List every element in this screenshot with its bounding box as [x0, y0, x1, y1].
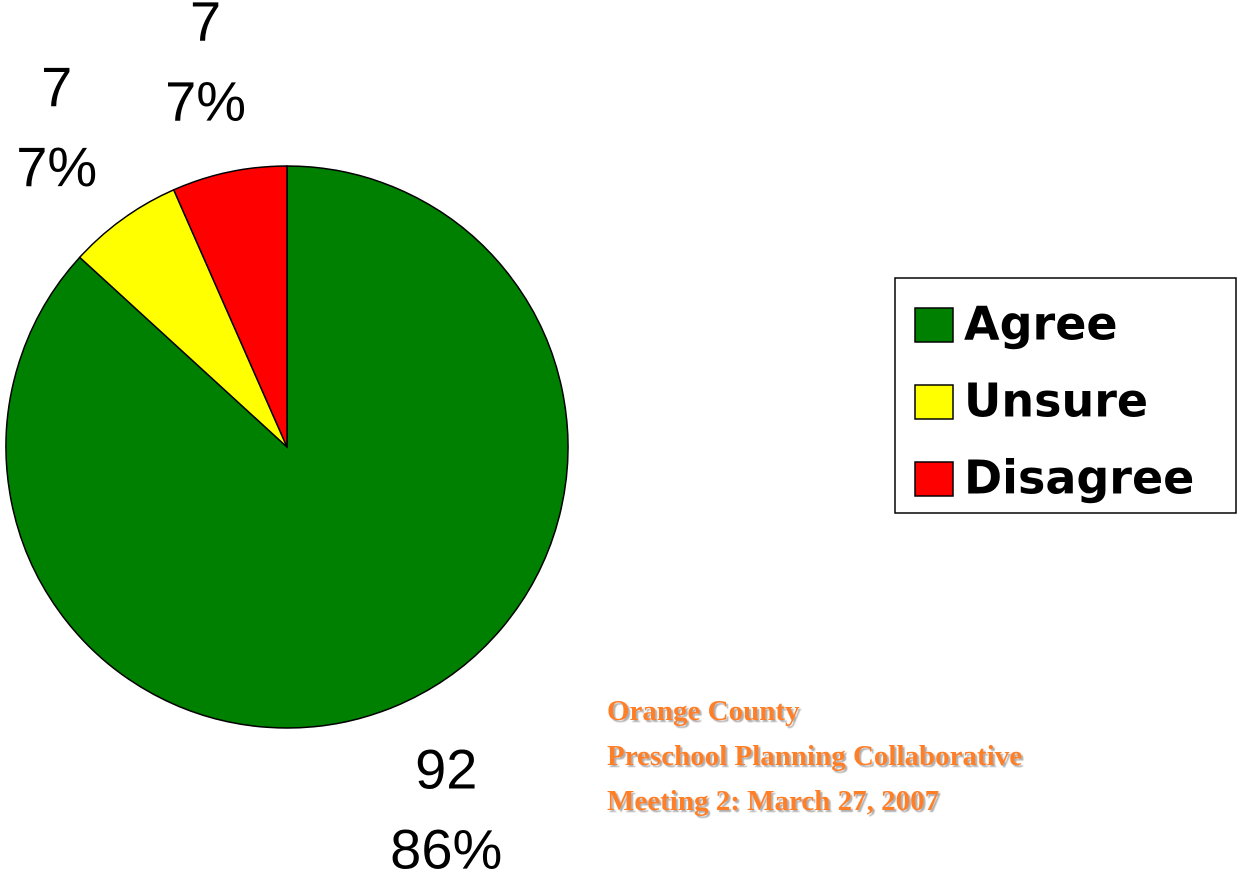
footer-line: Preschool Planning Collaborative [607, 740, 1022, 772]
legend-swatch [914, 384, 954, 420]
percent-label: 86% [390, 817, 502, 879]
footer-line: Orange County [607, 695, 800, 727]
legend-swatch [914, 307, 954, 343]
legend-label: Agree [964, 297, 1118, 351]
pie-slice [78, 188, 288, 448]
legend-label: Disagree [964, 451, 1194, 505]
legend-swatch [914, 461, 954, 497]
percent-label: 7% [165, 69, 246, 132]
percent-label: 7% [16, 135, 97, 198]
legend-label: Unsure [964, 374, 1148, 428]
footer-line: Meeting 2: March 27, 2007 [607, 785, 939, 817]
pie-slice [5, 165, 569, 729]
data-label: 7 [41, 55, 72, 118]
pie-slice [172, 165, 288, 448]
data-label: 7 [190, 0, 221, 52]
data-label: 92 [415, 737, 477, 800]
